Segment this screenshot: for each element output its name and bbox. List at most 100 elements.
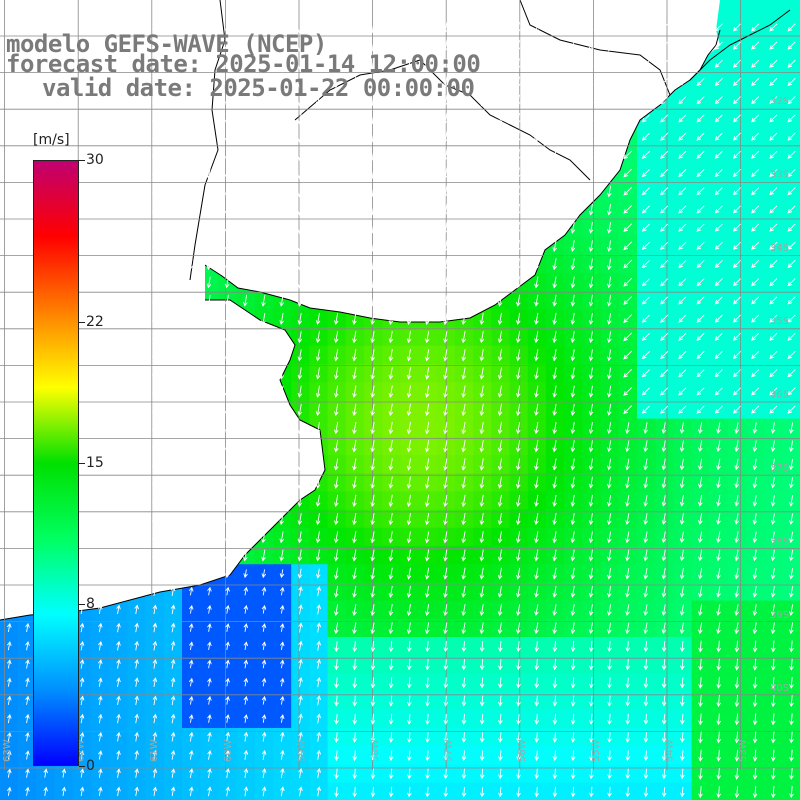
wind-arrow [479,76,485,89]
wind-arrow [461,240,466,253]
wind-arrow [334,40,339,52]
wind-arrow [732,296,741,305]
wind-arrow [479,403,485,417]
wind-arrow [97,513,103,525]
wind-arrow [698,658,703,671]
wind-arrow [79,331,84,343]
wind-arrow [42,131,48,143]
wind-arrow [189,786,194,797]
wind-arrow [789,767,794,780]
wind-arrow [588,440,594,453]
wind-arrow [206,569,212,579]
wind-arrow [370,403,375,417]
wind-arrow [552,385,557,398]
wind-arrow [552,567,557,580]
wind-arrow [243,494,248,507]
wind-arrow [207,677,212,687]
wind-arrow [315,240,321,253]
wind-arrow [406,294,412,307]
wind-arrow [787,278,796,287]
wind-arrow [224,58,230,70]
wind-arrow [224,112,230,125]
wind-arrow [498,732,503,743]
wind-arrow [243,276,248,289]
wind-arrow [424,512,430,526]
wind-arrow [79,240,84,252]
wind-arrow [243,203,248,216]
wind-arrow [680,768,685,780]
wind-arrow [443,94,448,107]
wind-arrow [678,96,687,105]
wind-arrow [152,203,157,216]
wind-arrow [623,259,633,269]
wind-arrow [388,750,394,762]
wind-arrow [734,440,740,453]
wind-arrow [696,150,705,159]
wind-arrow [461,21,467,34]
wind-arrow [333,367,339,380]
wind-arrow [498,695,503,707]
wind-arrow [570,476,576,489]
wind-arrow [787,187,796,196]
wind-arrow [625,549,630,562]
wind-arrow [334,258,339,271]
wind-arrow [588,476,594,489]
wind-arrow [570,167,576,180]
wind-arrow [406,112,412,125]
wind-arrow [623,150,633,160]
wind-arrow [24,258,30,271]
wind-arrow [388,294,394,307]
wind-arrow [206,367,212,380]
wind-arrow [443,494,448,508]
wind-arrow [6,313,12,325]
wind-arrow [297,549,303,562]
wind-arrow [425,203,430,216]
wind-arrow [352,567,357,580]
wind-arrow [588,458,594,471]
wind-arrow [334,713,339,725]
wind-arrow [570,294,576,307]
wind-arrow [734,567,740,580]
wind-arrow [770,622,776,635]
wind-arrow [79,695,85,706]
wind-arrow [79,21,84,34]
wind-arrow [716,531,721,544]
wind-arrow [643,440,648,453]
wind-arrow [388,185,394,198]
wind-arrow [243,786,249,797]
wind-arrow [297,112,303,125]
wind-arrow [243,76,248,89]
wind-arrow [570,21,576,34]
wind-arrow [425,640,430,653]
wind-arrow [623,314,633,324]
wind-arrow [770,567,776,580]
wind-arrow [479,58,485,70]
wind-arrow [79,258,84,271]
wind-arrow [406,567,412,580]
wind-arrow [461,585,466,598]
wind-arrow [661,659,667,671]
wind-arrow [6,94,12,107]
wind-arrow [98,750,103,760]
wind-arrow [716,658,722,671]
wind-arrow [352,112,357,125]
wind-arrow [352,385,357,398]
wind-arrow [334,149,339,161]
wind-arrow [280,768,285,779]
wind-arrow [24,40,30,52]
latitude-label: 35S [770,316,789,327]
wind-arrow [552,149,558,161]
wind-arrow [261,167,266,180]
longitude-label: 55W [591,739,602,762]
wind-arrow [188,714,194,723]
wind-arrow [443,512,448,526]
wind-arrow [461,185,466,198]
wind-arrow [552,750,558,762]
wind-arrow [207,768,212,778]
wind-arrow [479,203,485,216]
wind-arrow [696,23,705,32]
wind-arrow [370,276,375,289]
wind-arrow [243,677,249,687]
wind-arrow [589,677,594,689]
wind-arrow [6,167,12,180]
